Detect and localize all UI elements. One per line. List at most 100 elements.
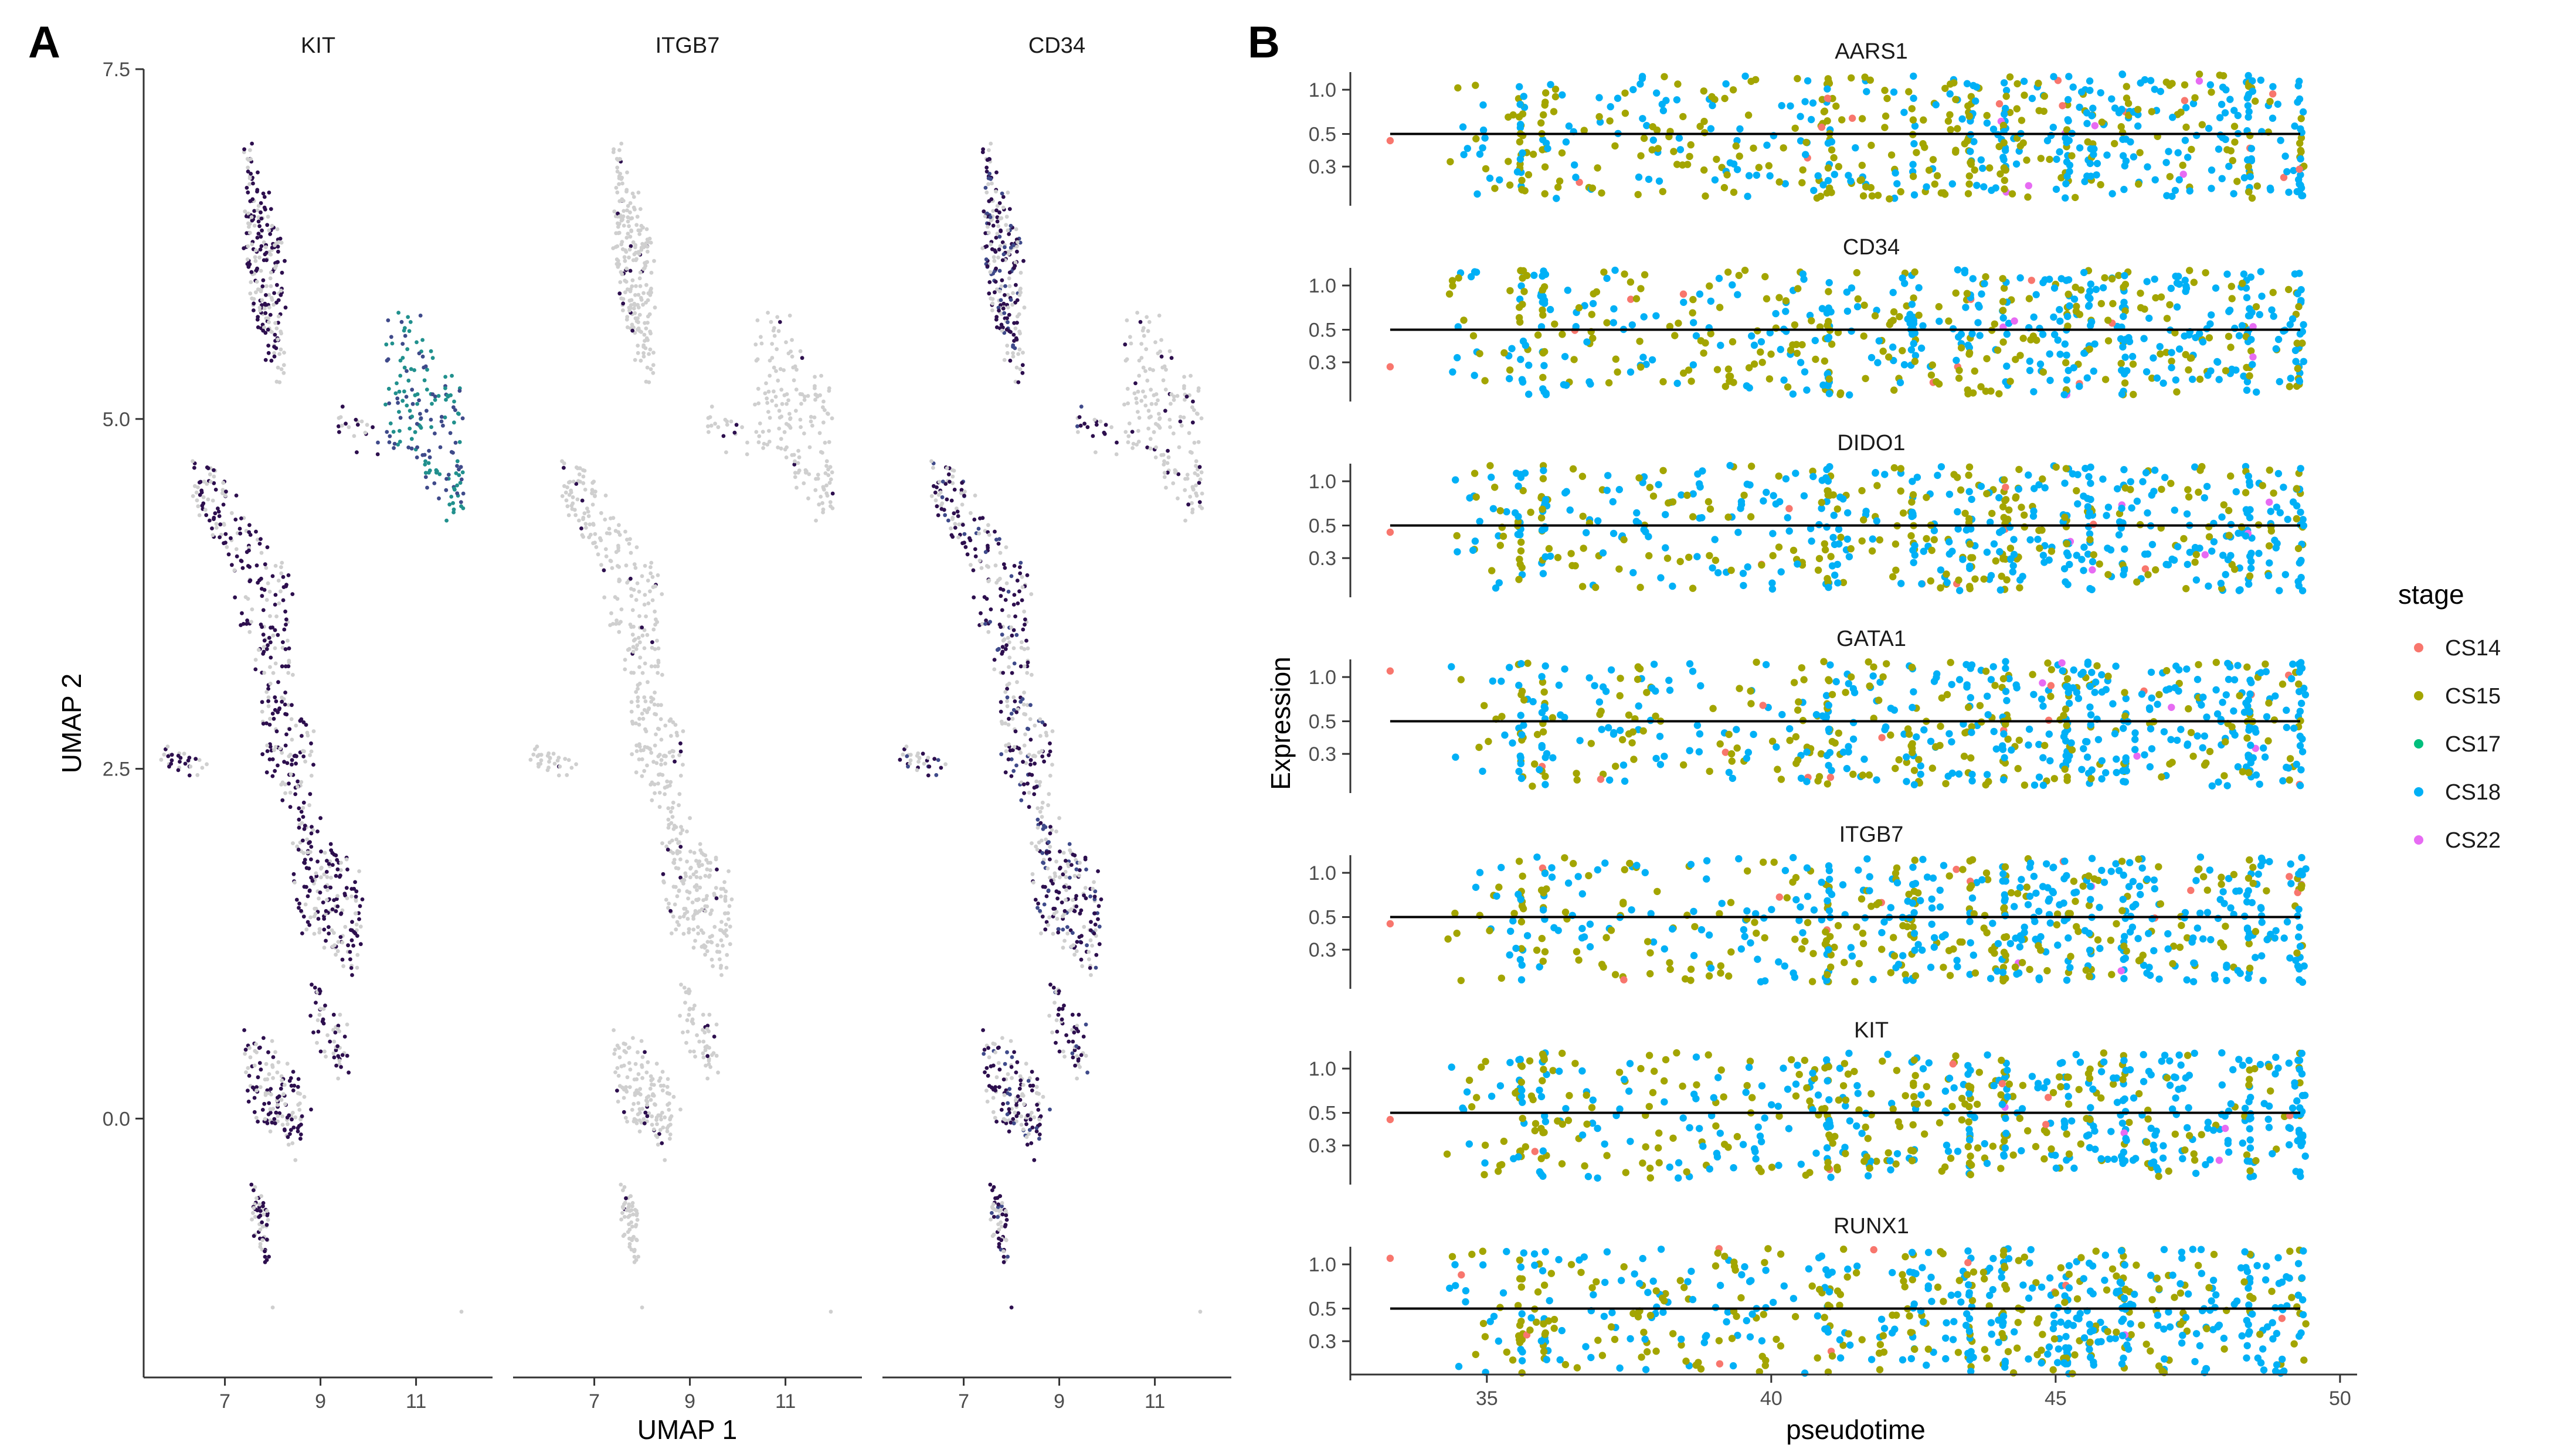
umap-cell-point	[1163, 387, 1168, 392]
umap-cell-point	[984, 165, 989, 170]
umap-cell-point	[254, 529, 258, 534]
expression-point	[1824, 335, 1832, 342]
expression-point	[2231, 138, 2239, 146]
umap-cell-point	[1001, 1254, 1006, 1259]
expression-point	[2173, 388, 2181, 396]
umap-cell-point	[952, 488, 957, 492]
umap-cell-point	[309, 875, 313, 880]
umap-cell-point	[723, 911, 728, 916]
umap-cell-point	[344, 857, 349, 862]
umap-cell-point	[1000, 258, 1005, 263]
umap-cell-point	[223, 540, 228, 545]
umap-cell-point	[264, 690, 269, 694]
umap-cell-point	[340, 1053, 345, 1057]
umap-cell-point	[1036, 902, 1040, 906]
umap-cell-point	[406, 445, 411, 450]
umap-cell-point	[1006, 251, 1011, 256]
umap-cell-point	[1034, 1129, 1039, 1134]
umap-cell-point	[1028, 758, 1033, 763]
umap-cell-point	[936, 513, 940, 518]
umap-cell-point	[630, 722, 635, 726]
umap-cell-point	[264, 598, 269, 602]
umap-cell-point	[1062, 885, 1067, 889]
expression-point	[2191, 94, 2199, 101]
expression-point	[1970, 138, 1978, 145]
expression-point	[2228, 283, 2235, 290]
umap-cell-point	[830, 470, 834, 475]
expression-point	[2298, 339, 2306, 347]
expression-point	[1999, 307, 2007, 314]
umap-cell-point	[623, 529, 627, 534]
expression-point	[2118, 70, 2127, 79]
umap-cell-point	[242, 147, 246, 152]
x-tick-label: 9	[1054, 1390, 1065, 1413]
expression-point	[1906, 311, 1914, 318]
umap-cell-point	[637, 716, 641, 721]
expression-point	[2177, 108, 2185, 116]
umap-cell-point	[267, 305, 271, 309]
umap-cell-point	[669, 821, 674, 825]
umap-cell-point	[266, 1112, 271, 1117]
expression-point	[2286, 383, 2294, 390]
umap-cell-point	[396, 311, 400, 315]
umap-cell-point	[1029, 1141, 1034, 1145]
umap-cell-point	[328, 842, 333, 846]
umap-cell-point	[1004, 545, 1009, 549]
umap-cell-point	[631, 671, 636, 675]
umap-cell-point	[648, 571, 653, 576]
expression-point	[2233, 178, 2241, 185]
expression-point	[1889, 288, 1897, 297]
umap-cell-point	[1061, 945, 1065, 950]
umap-cell-point	[1078, 423, 1083, 428]
expression-point	[1472, 81, 1479, 89]
umap-cell-point	[193, 757, 198, 761]
expression-point	[2001, 185, 2008, 193]
umap-cell-point	[794, 368, 799, 372]
umap-cell-point	[627, 1227, 632, 1232]
umap-cell-point	[814, 477, 818, 481]
umap-cell-point	[993, 563, 998, 568]
umap-cell-point	[188, 764, 193, 769]
umap-cell-point	[276, 314, 281, 319]
umap-cell-point	[768, 416, 772, 420]
umap-cell-point	[260, 228, 264, 233]
umap-cell-point	[665, 785, 669, 789]
umap-cell-point	[991, 209, 996, 213]
umap-cell-point	[1001, 325, 1005, 330]
umap-cell-point	[581, 474, 586, 479]
expression-point	[1689, 361, 1697, 369]
umap-cell-point	[257, 1061, 262, 1065]
umap-cell-point	[759, 335, 763, 339]
expression-point	[1777, 346, 1784, 353]
umap-cell-point	[754, 430, 759, 434]
umap-cell-point	[1007, 276, 1011, 281]
umap-cell-point	[653, 664, 657, 669]
umap-cell-point	[683, 907, 688, 911]
umap-cell-point	[678, 774, 683, 778]
umap-cell-point	[260, 298, 264, 302]
expression-point	[2002, 93, 2010, 100]
umap-cell-point	[300, 821, 304, 825]
expression-point	[2078, 88, 2086, 96]
umap-cell-point	[1052, 871, 1057, 876]
umap-cell-point	[1005, 704, 1010, 709]
expression-point	[1909, 116, 1917, 124]
umap-cell-point	[1055, 1029, 1060, 1034]
umap-cell-point	[333, 1030, 338, 1035]
expression-point	[1802, 138, 1810, 147]
umap-cell-point	[1079, 1053, 1084, 1057]
umap-cell-point	[639, 246, 644, 250]
umap-cell-point	[716, 425, 721, 430]
umap-cell-point	[1020, 370, 1025, 375]
umap-cell-point	[1190, 510, 1194, 515]
expression-point	[2245, 82, 2253, 90]
umap-cell-point	[619, 218, 624, 223]
umap-cell-point	[611, 246, 616, 250]
umap-cell-point	[263, 1117, 267, 1121]
umap-cell-point	[332, 852, 337, 857]
umap-cell-point	[701, 1039, 706, 1044]
umap-cell-point	[396, 400, 400, 405]
umap-cell-point	[248, 291, 253, 296]
umap-cell-point	[1044, 837, 1048, 842]
